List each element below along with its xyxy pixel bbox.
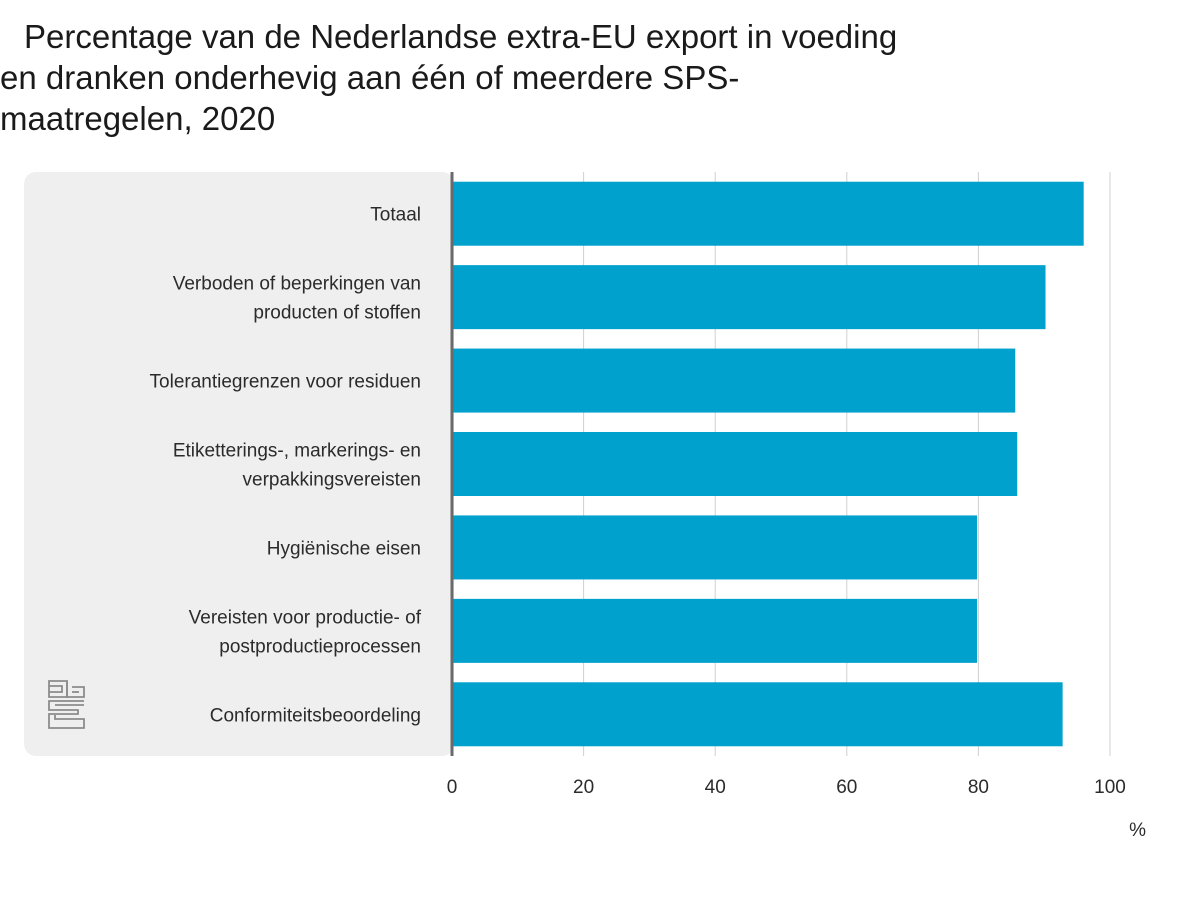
category-label-line: Verboden of beperkingen van (173, 274, 421, 295)
x-tick-labels: 0 20 40 60 80 100 (447, 777, 1126, 798)
category-label-line: Totaal (370, 205, 421, 226)
cbs-logo-icon (48, 680, 85, 729)
category-label: Etiketterings-, markerings- en verpakking… (173, 441, 421, 491)
category-label-line: verpakkingsvereisten (243, 470, 421, 491)
category-labels: Totaal Verboden of beperkingen van product… (150, 205, 422, 727)
category-label-line: producten of stoffen (253, 303, 421, 324)
category-label: Totaal (370, 205, 421, 226)
bar[interactable] (452, 181, 1084, 246)
bar[interactable] (452, 598, 978, 663)
category-label-line: postproductieprocessen (219, 636, 421, 657)
category-label: Vereisten voor productie- of postproducti… (189, 607, 422, 657)
x-tick-label: 0 (447, 777, 458, 798)
chart-title: Percentage van de Nederlandse extra-EU e… (0, 18, 898, 137)
category-label: Hygiënische eisen (267, 538, 421, 559)
x-tick-label: 20 (573, 777, 594, 798)
bar[interactable] (452, 432, 1018, 496)
category-label-line: Conformiteitsbeoordeling (210, 705, 421, 726)
bar[interactable] (452, 265, 1046, 330)
x-tick-label: 100 (1094, 777, 1126, 798)
x-tick-label: 40 (705, 777, 726, 798)
x-tick-label: 60 (836, 777, 857, 798)
category-label: Tolerantiegrenzen voor residuen (150, 372, 421, 393)
category-label-line: Hygiënische eisen (267, 538, 421, 559)
category-label-line: Vereisten voor productie- of (189, 607, 422, 628)
category-label-line: Etiketterings-, markerings- en (173, 441, 421, 462)
bar[interactable] (452, 515, 978, 580)
x-unit-label: % (1129, 820, 1146, 841)
label-panel (24, 172, 454, 756)
bar[interactable] (452, 348, 1016, 413)
bar[interactable] (452, 682, 1063, 747)
x-tick-label: 80 (968, 777, 989, 798)
category-label-line: Tolerantiegrenzen voor residuen (150, 372, 421, 393)
category-label: Conformiteitsbeoordeling (210, 705, 421, 726)
bars (452, 181, 1084, 747)
category-label: Verboden of beperkingen van producten of … (173, 274, 421, 324)
